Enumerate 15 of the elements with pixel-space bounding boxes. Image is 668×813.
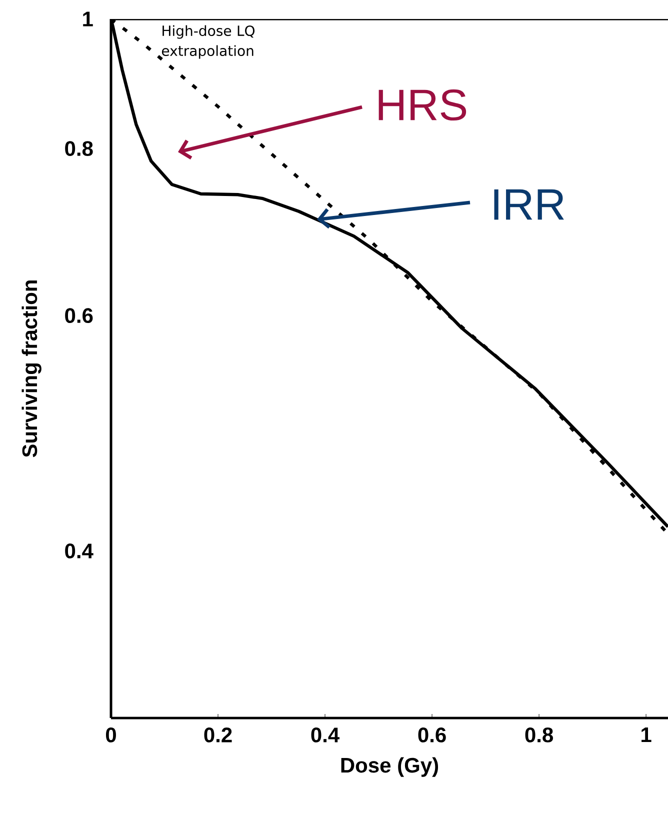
x-axis-title: Dose (Gy) [341, 757, 438, 777]
x-tick-label: 1 [642, 728, 652, 742]
annotation: HRS [378, 89, 466, 121]
y-axis-title: Surviving fraction [22, 280, 42, 458]
x-tick-label: 0.2 [204, 728, 232, 742]
x-tick-label: 0.6 [418, 728, 446, 742]
series-label: High-dose LQ extrapolation [162, 25, 254, 59]
y-tick-label: 0.6 [65, 308, 93, 324]
x-tick-label: 0 [106, 728, 116, 742]
y-tick-label: 1 [83, 12, 93, 26]
annotation: IRR [494, 189, 564, 220]
x-tick-label: 0.8 [525, 728, 553, 742]
y-tick-label: 0.4 [65, 544, 94, 558]
x-tick-label: 0.4 [311, 728, 340, 742]
y-tick-label: 0.8 [65, 141, 93, 156]
